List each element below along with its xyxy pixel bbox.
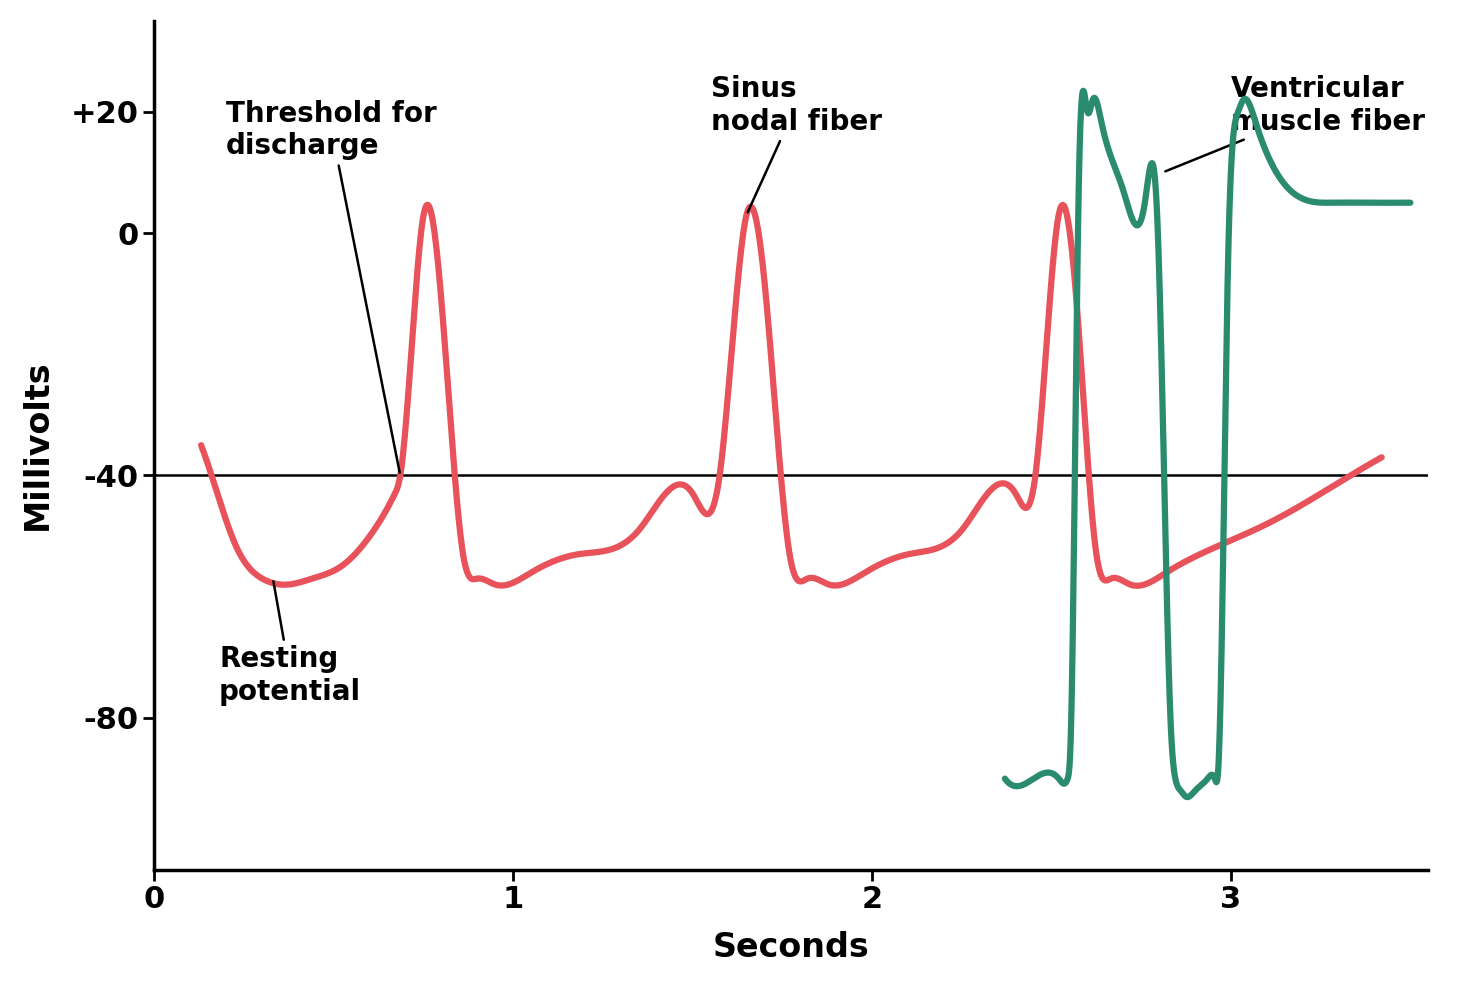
Y-axis label: Millivolts: Millivolts: [21, 360, 54, 531]
X-axis label: Seconds: Seconds: [713, 931, 870, 964]
Text: Threshold for
discharge: Threshold for discharge: [226, 99, 437, 473]
Text: Ventricular
muscle fiber: Ventricular muscle fiber: [1165, 76, 1424, 171]
Text: Resting
potential: Resting potential: [219, 581, 361, 705]
Text: Sinus
nodal fiber: Sinus nodal fiber: [710, 76, 882, 213]
